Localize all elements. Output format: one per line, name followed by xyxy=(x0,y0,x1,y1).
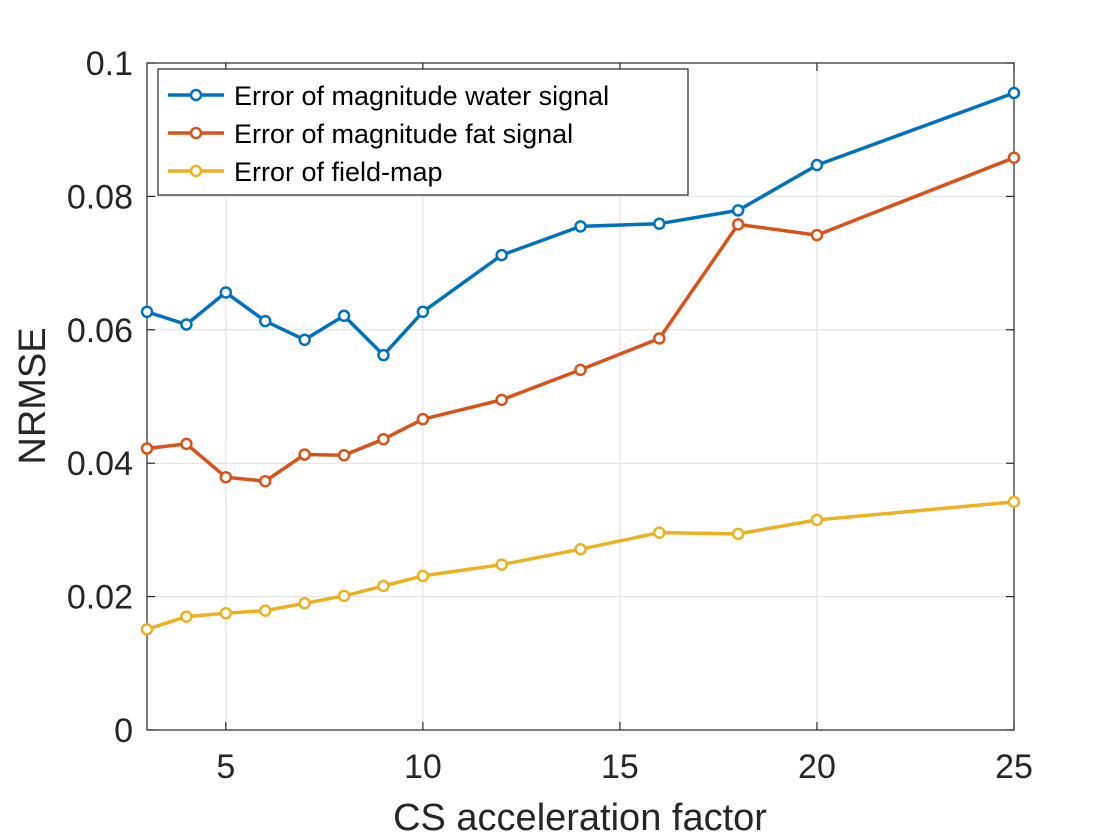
data-point xyxy=(810,513,824,527)
data-point xyxy=(337,309,351,323)
series-line xyxy=(146,91,1015,357)
x-tick-label: 5 xyxy=(216,748,235,786)
data-point xyxy=(810,158,824,172)
y-tick-label: 0.1 xyxy=(86,45,133,83)
legend-box xyxy=(157,68,689,196)
legend-label: Error of field-map xyxy=(234,157,443,187)
legend-swatch-marker xyxy=(189,164,203,178)
legend-swatch-marker xyxy=(189,126,203,140)
data-point xyxy=(574,363,587,377)
data-point xyxy=(337,589,351,603)
series-2 xyxy=(140,151,1021,488)
legend-label: Error of magnitude fat signal xyxy=(234,119,573,149)
data-point xyxy=(653,526,666,539)
data-point xyxy=(1007,86,1021,100)
data-point xyxy=(258,604,272,617)
y-tick-label: 0.08 xyxy=(67,178,133,216)
data-point xyxy=(180,437,193,451)
x-axis-title: CS acceleration factor xyxy=(393,797,767,839)
x-tick-label: 20 xyxy=(798,748,836,786)
data-point xyxy=(731,527,745,541)
data-point xyxy=(180,610,193,623)
ticks: 5 10 15 20 25 0 0.02 0.04 0.06 0.08 0.1 xyxy=(67,45,1033,786)
y-tick-label: 0.06 xyxy=(67,312,133,350)
legend-entry: Error of field-map xyxy=(168,157,443,187)
series-line xyxy=(146,156,1015,483)
data-point xyxy=(219,470,233,484)
data-point xyxy=(416,569,430,583)
data-point xyxy=(731,218,745,231)
y-tick-label: 0.04 xyxy=(67,445,133,483)
data-point xyxy=(219,286,233,299)
legend-swatch-marker xyxy=(189,88,203,102)
legend: Error of magnitude water signal Error of … xyxy=(157,68,689,196)
data-point xyxy=(653,332,666,345)
data-point xyxy=(140,442,154,455)
data-point xyxy=(377,432,390,446)
data-point xyxy=(298,597,311,610)
axes-box xyxy=(146,62,1015,731)
series xyxy=(140,86,1021,636)
data-point xyxy=(731,204,745,217)
data-point xyxy=(495,558,508,571)
data-point xyxy=(298,333,311,347)
x-tick-label: 10 xyxy=(404,748,442,786)
data-point xyxy=(574,220,587,233)
data-point xyxy=(653,217,666,230)
data-point xyxy=(495,393,508,407)
data-point xyxy=(810,228,824,242)
data-point xyxy=(377,579,390,593)
data-point xyxy=(258,314,272,328)
series-3 xyxy=(140,495,1021,636)
axes xyxy=(146,62,1015,731)
data-point xyxy=(298,448,311,461)
x-tick-label: 15 xyxy=(601,748,639,786)
data-point xyxy=(574,542,587,556)
data-point xyxy=(495,248,508,262)
data-point xyxy=(416,305,430,319)
data-point xyxy=(1007,495,1021,509)
y-tick-label: 0 xyxy=(114,712,133,750)
data-point xyxy=(258,474,272,488)
legend-entry: Error of magnitude fat signal xyxy=(168,119,573,149)
data-point xyxy=(140,305,154,319)
legend-label: Error of magnitude water signal xyxy=(234,81,609,111)
data-point xyxy=(219,607,233,620)
data-point xyxy=(1007,151,1021,164)
data-point xyxy=(377,348,390,362)
data-point xyxy=(180,318,193,331)
data-point xyxy=(416,412,430,426)
legend-entry: Error of magnitude water signal xyxy=(168,81,609,111)
y-axis-title: NRMSE xyxy=(12,327,54,464)
data-point xyxy=(140,623,154,636)
data-point xyxy=(337,448,351,462)
x-tick-label: 25 xyxy=(995,748,1033,786)
y-tick-label: 0.02 xyxy=(67,579,133,617)
series-1 xyxy=(140,86,1021,362)
series-line xyxy=(146,500,1015,631)
